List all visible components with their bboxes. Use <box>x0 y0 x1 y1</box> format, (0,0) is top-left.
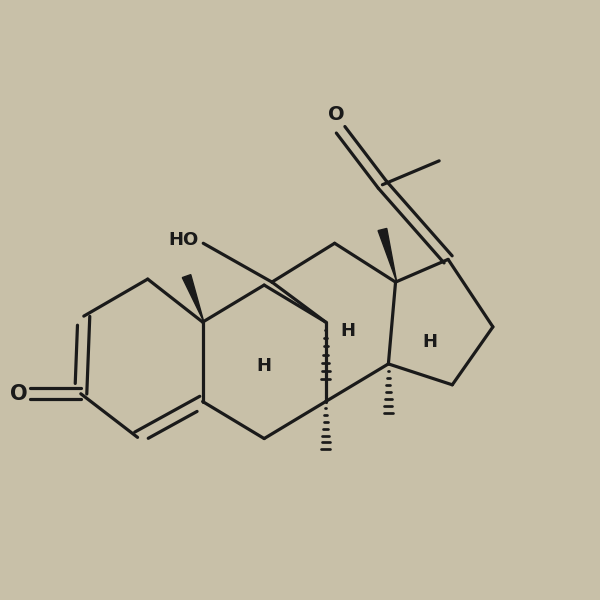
Text: O: O <box>328 106 344 124</box>
Text: HO: HO <box>168 231 199 249</box>
Polygon shape <box>378 229 397 282</box>
Text: H: H <box>422 333 437 351</box>
Text: H: H <box>340 322 355 340</box>
Text: O: O <box>10 384 28 404</box>
Text: H: H <box>257 356 272 374</box>
Polygon shape <box>182 275 204 322</box>
